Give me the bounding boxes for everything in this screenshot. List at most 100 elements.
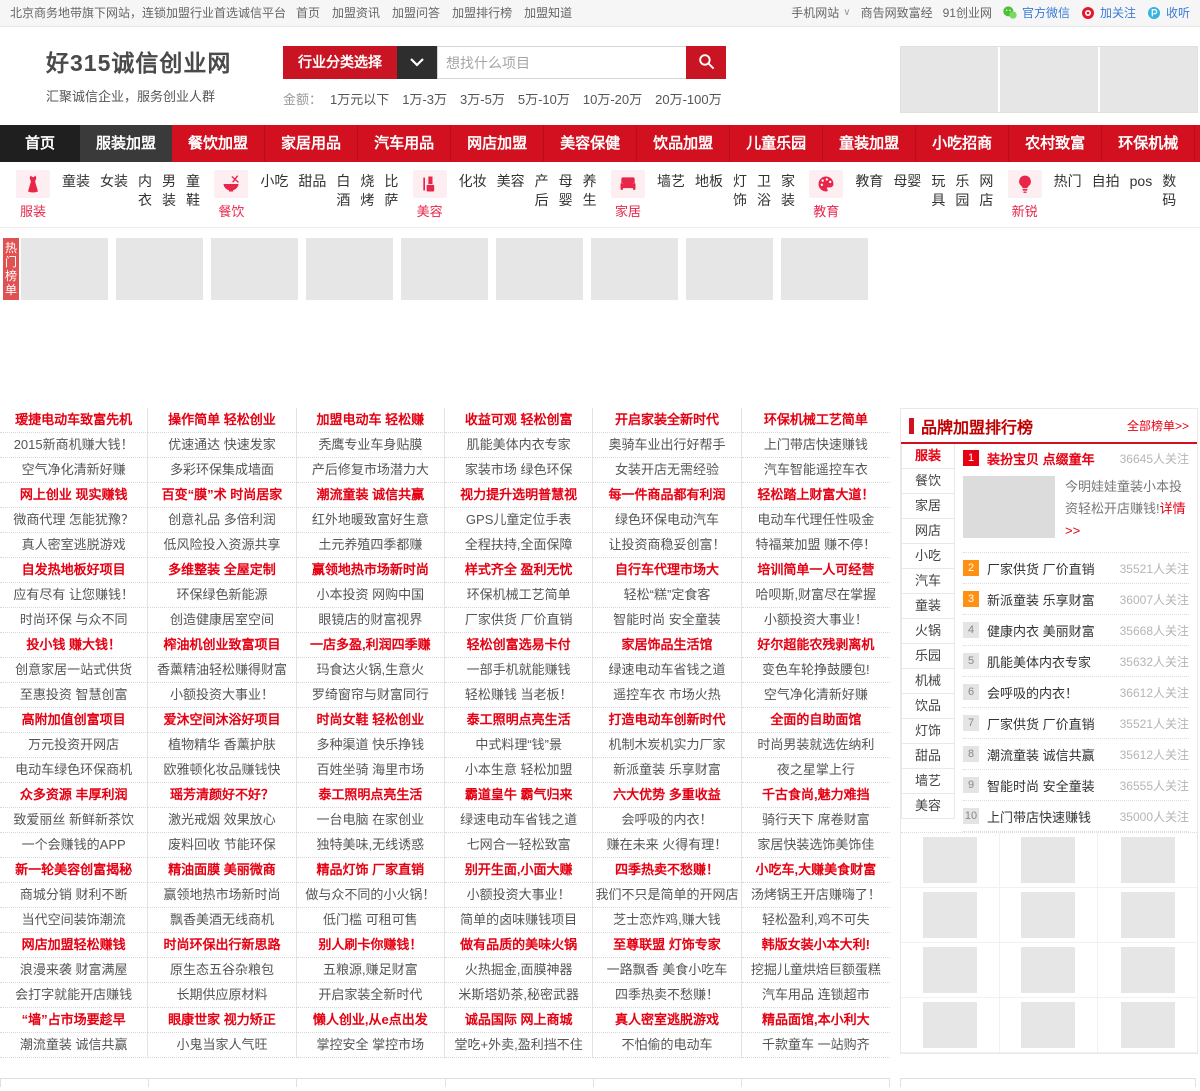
project-link[interactable]: 全程扶持,全面保障 [444, 533, 594, 558]
project-link[interactable]: 电动车代理任性吸金 [741, 508, 890, 533]
project-link[interactable]: 精品面馆,本小利大 [741, 1008, 890, 1033]
project-link[interactable]: 百变“膜”术 时尚居家 [148, 483, 297, 508]
nav-item[interactable]: 服装加盟 [80, 125, 173, 162]
ranking-row[interactable]: 3 新派童装 乐享财富 36007人关注 [963, 584, 1189, 615]
project-link[interactable]: 环保机械工艺简单 [444, 583, 594, 608]
weibo-follow-label[interactable]: 加关注 [1099, 6, 1136, 20]
project-link[interactable]: 堂吃+外卖,盈利挡不住 [444, 1033, 594, 1058]
brand-image-placeholder[interactable] [1120, 1002, 1175, 1048]
sidebar-tab[interactable]: 小吃 [901, 544, 955, 569]
project-link[interactable]: 优速通达 快速发家 [148, 433, 297, 458]
banner-image-placeholder[interactable] [686, 238, 773, 300]
project-link[interactable]: 多彩环保集成墙面 [148, 458, 297, 483]
sidebar-tab[interactable]: 餐饮 [901, 469, 955, 494]
banner-image-placeholder[interactable] [211, 238, 298, 300]
featured-item[interactable]: 今明娃娃童装小本投资轻松开店赚钱!详情>> [963, 472, 1189, 553]
wechat-label[interactable]: 官方微信 [1021, 6, 1070, 20]
brand-image-placeholder[interactable] [1120, 947, 1175, 993]
project-link[interactable]: 开启家装全新时代 [296, 983, 445, 1008]
project-link[interactable]: 绿速电动车省钱之道 [444, 808, 594, 833]
project-link[interactable]: 样式齐全 盈利无忧 [444, 558, 594, 583]
project-link[interactable]: 时尚男装就选佐纳利 [741, 733, 890, 758]
banner-image-placeholder[interactable] [401, 238, 488, 300]
category-link[interactable]: 数 码 [1162, 173, 1177, 208]
category-link[interactable]: 墙艺 [656, 173, 685, 189]
project-link[interactable]: 骑行天下 席卷财富 [741, 808, 890, 833]
project-link[interactable]: 眼康世家 视力矫正 [148, 1008, 297, 1033]
ranking-link[interactable]: 潮流童装 诚信共赢 [987, 747, 1095, 763]
project-link[interactable]: 网上创业 现实赚钱 [0, 483, 149, 508]
category-label[interactable]: 家居 [614, 204, 641, 219]
project-link[interactable]: 我们不只是简单的开网店 [593, 883, 742, 908]
project-link[interactable]: 每一件商品都有利润 [593, 483, 742, 508]
project-link[interactable]: 秃鹰专业车身贴膜 [296, 433, 445, 458]
project-link[interactable]: 打造电动车创新时代 [593, 708, 742, 733]
category-link[interactable]: 母 婴 [558, 173, 573, 208]
project-link[interactable]: 夜之星掌上行 [741, 758, 890, 783]
topbar-link[interactable]: 加盟问答 [392, 6, 441, 20]
category-link[interactable]: 养 生 [582, 173, 597, 208]
project-link[interactable]: “墙”占市场要趁早 [0, 1008, 149, 1033]
project-link[interactable]: 轻松赚钱 当老板！ [444, 683, 594, 708]
project-link[interactable]: 加盟电动车 轻松赚 [296, 408, 445, 433]
project-link[interactable]: 一部手机就能赚钱 [444, 658, 594, 683]
project-link[interactable]: 机制木炭机实力厂家 [593, 733, 742, 758]
nav-item[interactable]: 饮品加盟 [637, 125, 731, 162]
nav-item[interactable]: 美容保健 [544, 125, 638, 162]
project-link[interactable]: 一路飘香 美食小吃车 [593, 958, 742, 983]
project-link[interactable]: 家居饰品生活馆 [593, 633, 742, 658]
nav-item[interactable]: 童装加盟 [823, 125, 917, 162]
project-link[interactable]: 小吃车,大赚美食财富 [741, 858, 890, 883]
project-link[interactable]: 五粮源,赚足财富 [296, 958, 445, 983]
all-rankings-link[interactable]: 全部榜单>> [1126, 419, 1189, 433]
project-link[interactable]: 诚品国际 网上商城 [444, 1008, 594, 1033]
project-link[interactable]: 四季热卖不愁赚！ [593, 858, 742, 883]
project-link[interactable]: 瑶芳清颜好不好？ [148, 783, 297, 808]
topbar-link[interactable]: 加盟知道 [524, 6, 573, 20]
wechat-item[interactable]: 官方微信 [1002, 0, 1070, 26]
project-link[interactable]: 别人刷卡你赚钱！ [296, 933, 445, 958]
brand-image-placeholder[interactable] [1021, 1002, 1076, 1048]
project-link[interactable]: 植物精华 香薰护肤 [148, 733, 297, 758]
project-link[interactable]: 创意礼品 多倍利润 [148, 508, 297, 533]
project-link[interactable]: 赢领地热市场新时尚 [296, 558, 445, 583]
category-link[interactable]: 自拍 [1091, 173, 1120, 189]
project-link[interactable]: 榨油机创业致富项目 [148, 633, 297, 658]
detail-link[interactable]: 详情>> [1065, 501, 1186, 538]
category-link[interactable]: 教育 [855, 173, 884, 189]
sidebar-tab[interactable]: 火锅 [901, 619, 955, 644]
project-link[interactable]: 环保绿色新能源 [148, 583, 297, 608]
project-link[interactable]: 火热掘金,面膜神器 [444, 958, 594, 983]
banner-image-placeholder[interactable] [306, 238, 393, 300]
category-link[interactable]: 比 萨 [384, 173, 399, 208]
project-link[interactable]: 霸道皇牛 霸气归来 [444, 783, 594, 808]
project-link[interactable]: 简单的卤味赚钱项目 [444, 908, 594, 933]
listen-label[interactable]: 收听 [1165, 6, 1190, 20]
project-link[interactable]: 让投资商稳妥创富！ [593, 533, 742, 558]
ranking-link[interactable]: 上门带店快速赚钱 [987, 809, 1092, 825]
category-link[interactable]: 母婴 [893, 173, 922, 189]
topbar-link[interactable]: 首页 [296, 6, 321, 20]
category-label[interactable]: 餐饮 [218, 204, 245, 219]
project-link[interactable]: 创意家居一站式供货 [0, 658, 149, 683]
category-link[interactable]: 化妆 [458, 173, 487, 189]
project-link[interactable]: 好尔超能农残剥离机 [741, 633, 890, 658]
site-logo[interactable]: 好315诚信创业网 汇聚诚信企业，服务创业人群 [46, 44, 231, 105]
brand-image-placeholder[interactable] [922, 1002, 977, 1048]
project-link[interactable]: 土元养殖四季都赚 [296, 533, 445, 558]
project-link[interactable]: 独特美味,无线诱惑 [296, 833, 445, 858]
ranking-row[interactable]: 1 装扮宝贝 点缀童年 36645人关注 [963, 444, 1189, 472]
search-button[interactable] [686, 46, 726, 79]
project-link[interactable]: 七网合一轻松致富 [444, 833, 594, 858]
project-link[interactable]: 自行车代理市场大 [593, 558, 742, 583]
project-link[interactable]: 肌能美体内衣专家 [444, 433, 594, 458]
project-link[interactable]: 操作简单 轻松创业 [148, 408, 297, 433]
weibo-item[interactable]: 加关注 [1080, 0, 1136, 26]
nav-item[interactable]: 网店加盟 [451, 125, 545, 162]
topbar-link[interactable]: 加盟资讯 [332, 6, 381, 20]
project-link[interactable]: 空气净化清新好赚 [0, 458, 149, 483]
sidebar-tab[interactable]: 机械 [901, 669, 955, 694]
category-dropdown-arrow[interactable] [397, 46, 437, 79]
nav-item[interactable]: 汽车用品 [358, 125, 452, 162]
topbar-link[interactable]: 加盟排行榜 [452, 6, 513, 20]
